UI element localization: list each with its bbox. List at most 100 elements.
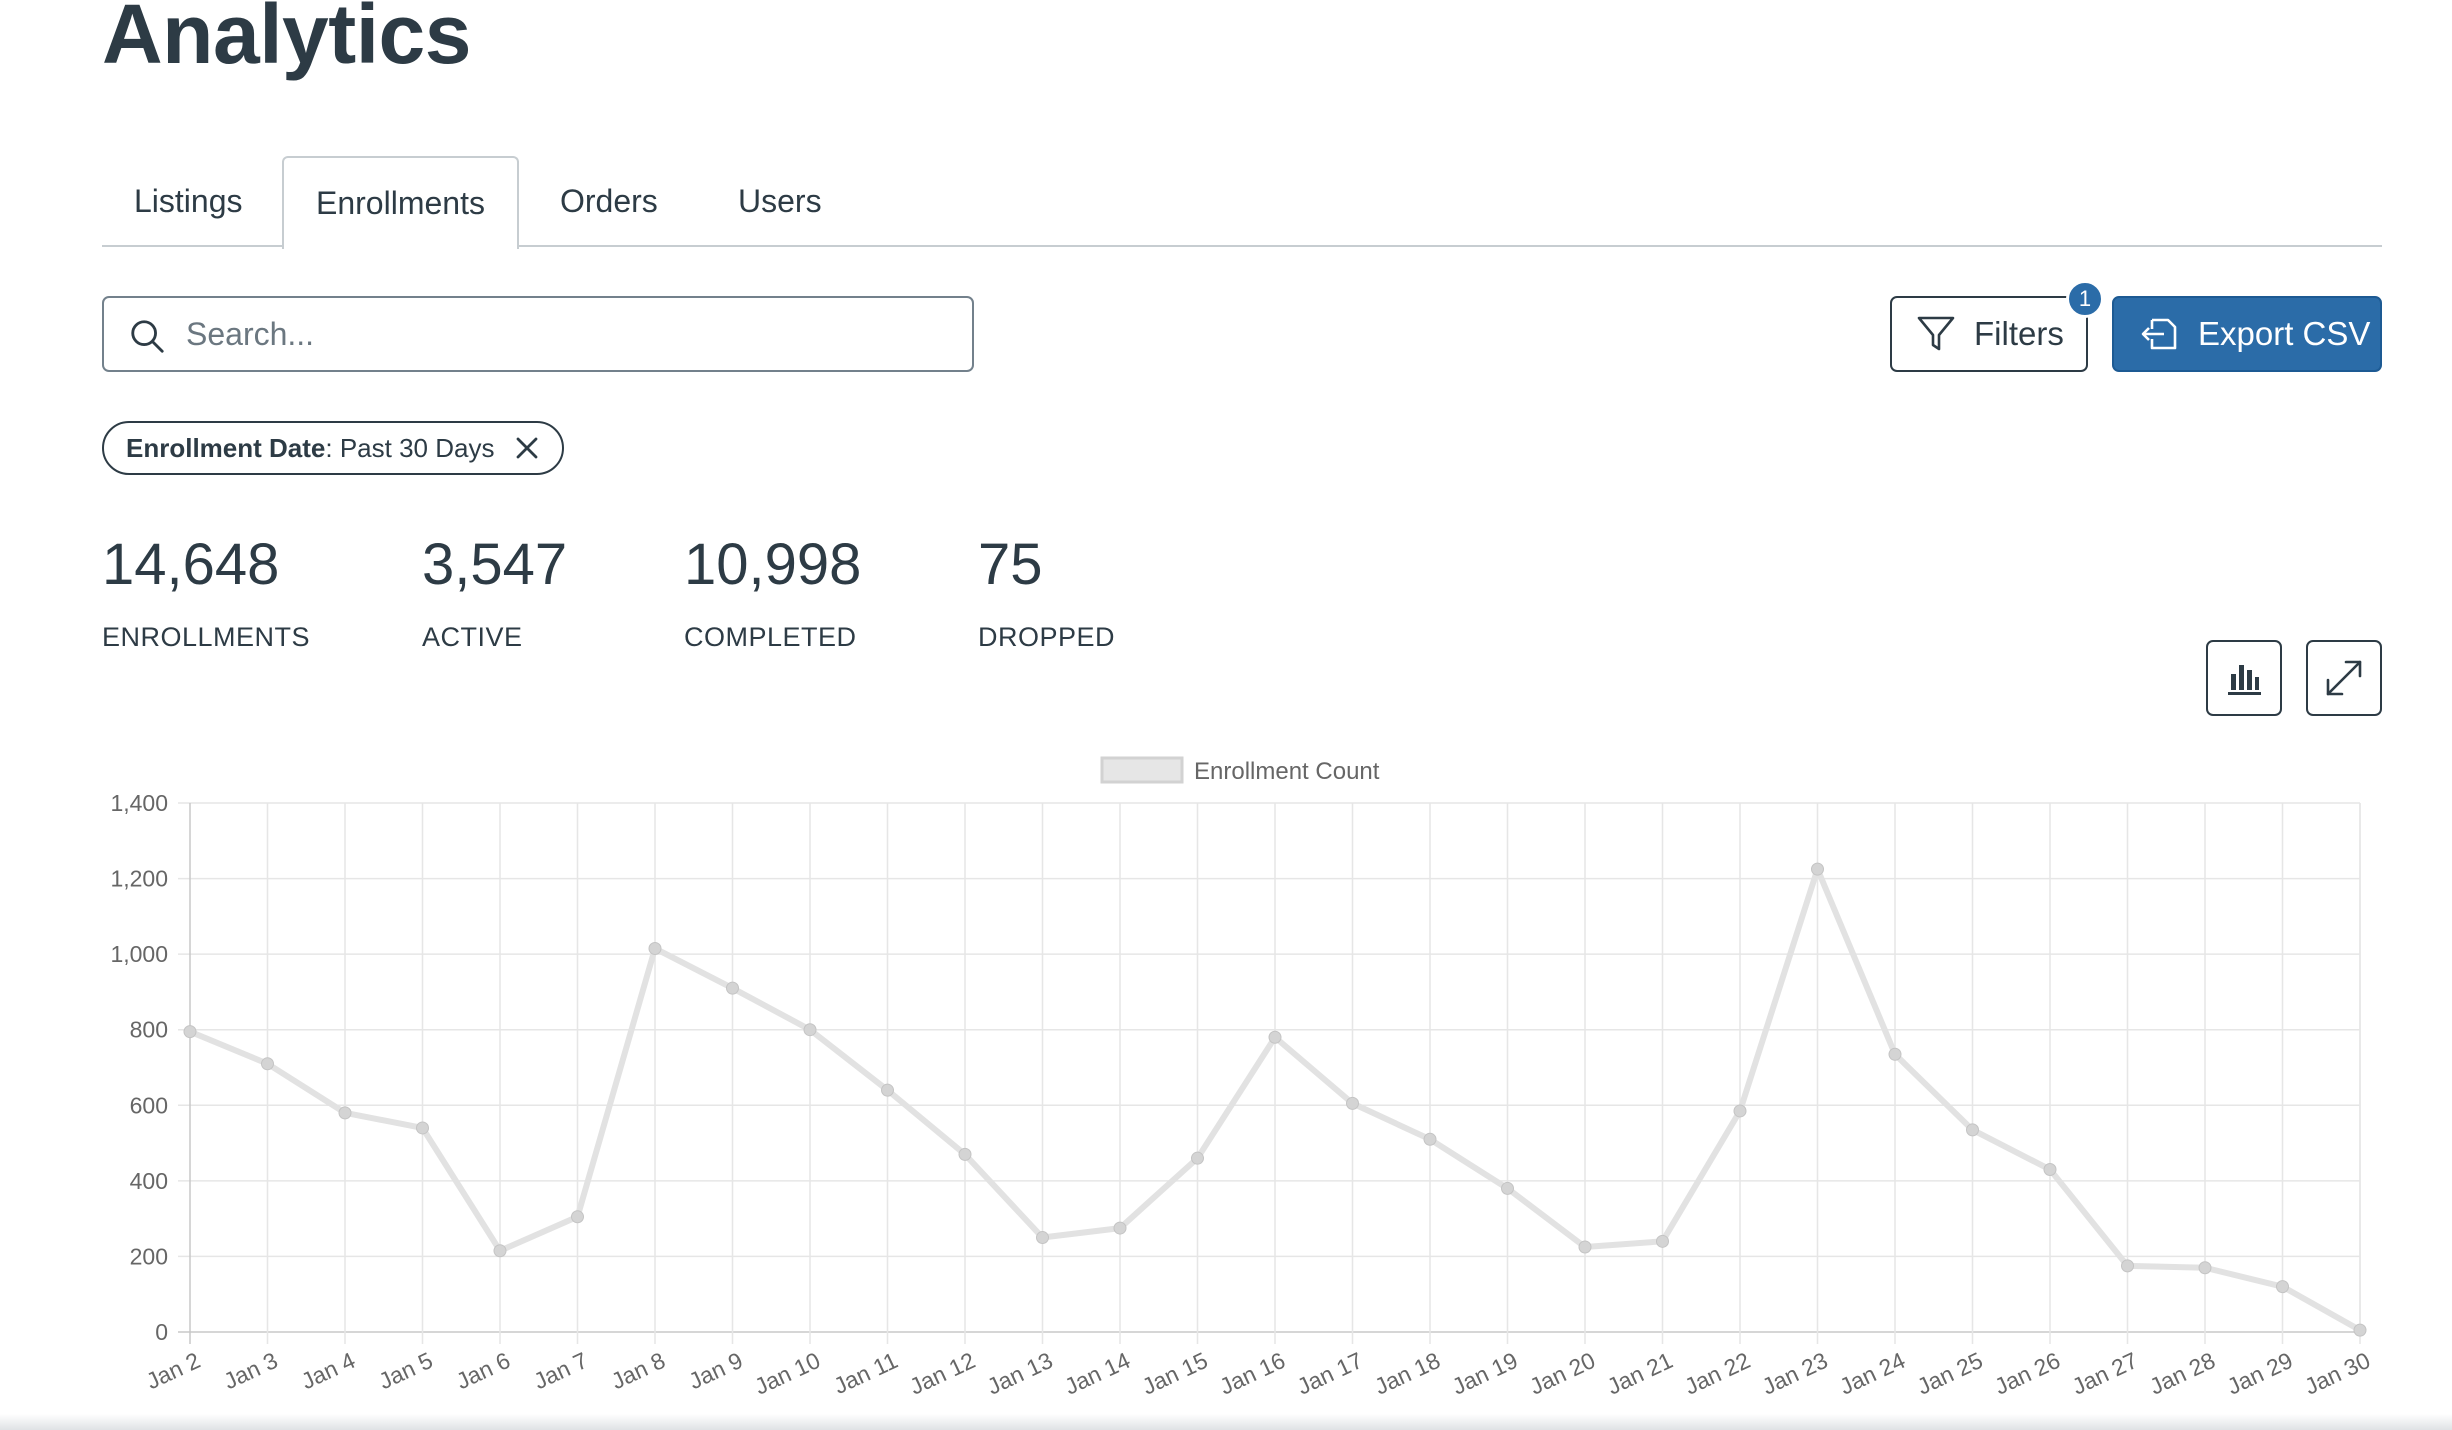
tab-bar: Listings Enrollments Orders Users [102, 156, 2382, 249]
y-tick-label: 1,000 [110, 941, 168, 967]
stat-value: 3,547 [422, 532, 568, 597]
x-tick-label: Jan 6 [452, 1347, 514, 1394]
x-tick-label: Jan 10 [751, 1347, 825, 1400]
y-tick-label: 0 [155, 1319, 168, 1345]
filters-label: Filters [1974, 315, 2064, 352]
filters-count-badge: 1 [2066, 280, 2104, 318]
stat-value: 14,648 [102, 532, 280, 597]
bar-chart-icon [2228, 665, 2261, 695]
x-tick-label: Jan 25 [1913, 1347, 1987, 1400]
x-tick-label: Jan 15 [1138, 1347, 1212, 1400]
data-point [1423, 1132, 1437, 1146]
x-tick-label: Jan 17 [1293, 1347, 1367, 1400]
stat-label: ENROLLMENTS [102, 622, 311, 652]
x-tick-label: Jan 7 [530, 1347, 592, 1394]
search-box[interactable] [102, 296, 974, 372]
data-point [1656, 1234, 1669, 1248]
expand-chart-button[interactable] [2306, 640, 2382, 716]
data-point [803, 1023, 817, 1037]
x-tick-label: Jan 8 [607, 1347, 669, 1394]
x-tick-label: Jan 19 [1448, 1347, 1522, 1400]
stat-label: ACTIVE [422, 622, 523, 652]
data-point [2198, 1261, 2212, 1275]
tab-users[interactable]: Users [738, 183, 822, 219]
filter-pill-value: Past 30 Days [339, 432, 495, 463]
data-point [1501, 1181, 1514, 1195]
x-tick-label: Jan 28 [2146, 1347, 2220, 1400]
x-tick-label: Jan 21 [1603, 1347, 1677, 1400]
data-point [571, 1210, 584, 1224]
export-csv-button[interactable]: Export CSV [2112, 296, 2382, 372]
stat-label: DROPPED [978, 622, 1116, 652]
stat-active: 3,547 ACTIVE [422, 530, 567, 653]
search-input[interactable] [184, 306, 944, 362]
filter-pill-key: Enrollment Date [126, 432, 326, 463]
tab-orders[interactable]: Orders [560, 183, 658, 219]
page-title: Analytics [102, 0, 472, 81]
export-icon [2141, 318, 2177, 350]
data-point [338, 1106, 352, 1120]
x-tick-label: Jan 24 [1836, 1347, 1910, 1400]
legend-label: Enrollment Count [1194, 758, 1380, 785]
data-point [1578, 1240, 1592, 1254]
x-tick-label: Jan 27 [2068, 1347, 2142, 1400]
data-point [183, 1025, 197, 1039]
x-tick-label: Jan 16 [1216, 1347, 1290, 1400]
stat-dropped: 75 DROPPED [978, 530, 1115, 653]
active-filter-pill: Enrollment Date : Past 30 Days [102, 421, 565, 475]
y-tick-label: 200 [130, 1243, 168, 1269]
stat-value: 10,998 [684, 532, 862, 597]
chart-type-button[interactable] [2206, 640, 2282, 716]
search-icon [131, 320, 164, 353]
x-tick-label: Jan 29 [2223, 1347, 2297, 1400]
x-tick-label: Jan 22 [1681, 1347, 1755, 1400]
data-point [958, 1147, 972, 1161]
data-point [1888, 1047, 1902, 1061]
x-tick-label: Jan 12 [906, 1347, 980, 1400]
data-point [881, 1083, 894, 1097]
tab-listings[interactable]: Listings [134, 183, 243, 219]
data-point [1346, 1096, 1359, 1110]
filter-icon [1917, 316, 1955, 351]
data-point [2043, 1163, 2057, 1177]
data-point [2276, 1280, 2289, 1294]
data-point [261, 1057, 274, 1071]
y-tick-label: 800 [130, 1017, 168, 1043]
close-icon[interactable] [514, 435, 540, 461]
filters-button[interactable]: Filters [1890, 296, 2088, 372]
data-point [1036, 1231, 1049, 1245]
stat-label: COMPLETED [684, 622, 857, 652]
stat-enrollments: 14,648 ENROLLMENTS [102, 530, 310, 653]
enrollment-line-chart: 0 200 400 600 800 1,000 1,200 1,400 Jan 2 Jan 3 Ja… [110, 756, 2375, 1400]
stat-completed: 10,998 COMPLETED [684, 530, 861, 653]
y-tick-label: 400 [130, 1168, 168, 1194]
data-point [416, 1121, 429, 1135]
x-tick-label: Jan 18 [1371, 1347, 1445, 1400]
legend-swatch [1100, 756, 1184, 784]
export-csv-label: Export CSV [2198, 315, 2371, 352]
data-point [648, 941, 662, 955]
data-point [1113, 1221, 1127, 1235]
x-tick-label: Jan 4 [297, 1347, 359, 1394]
data-point [1811, 862, 1824, 876]
bottom-shadow [0, 1414, 2452, 1430]
x-tick-label: Jan 5 [375, 1347, 437, 1394]
x-tick-label: Jan 20 [1526, 1347, 1600, 1400]
x-tick-label: Jan 26 [1991, 1347, 2065, 1400]
data-point [1268, 1030, 1282, 1044]
x-tick-label: Jan 2 [142, 1347, 204, 1394]
x-tick-label: Jan 14 [1061, 1347, 1135, 1400]
y-tick-label: 1,200 [110, 866, 168, 892]
x-tick-label: Jan 3 [220, 1347, 282, 1394]
x-tick-label: Jan 13 [983, 1347, 1057, 1400]
data-point [726, 981, 739, 995]
x-tick-label: Jan 30 [2301, 1347, 2375, 1400]
data-point [1966, 1123, 1979, 1137]
data-point [2353, 1323, 2367, 1337]
tab-enrollments[interactable]: Enrollments [282, 156, 519, 249]
stat-value: 75 [978, 532, 1043, 597]
y-tick-label: 600 [130, 1092, 168, 1118]
x-tick-label: Jan 23 [1758, 1347, 1832, 1400]
data-point [2121, 1259, 2134, 1273]
data-point [493, 1244, 507, 1258]
